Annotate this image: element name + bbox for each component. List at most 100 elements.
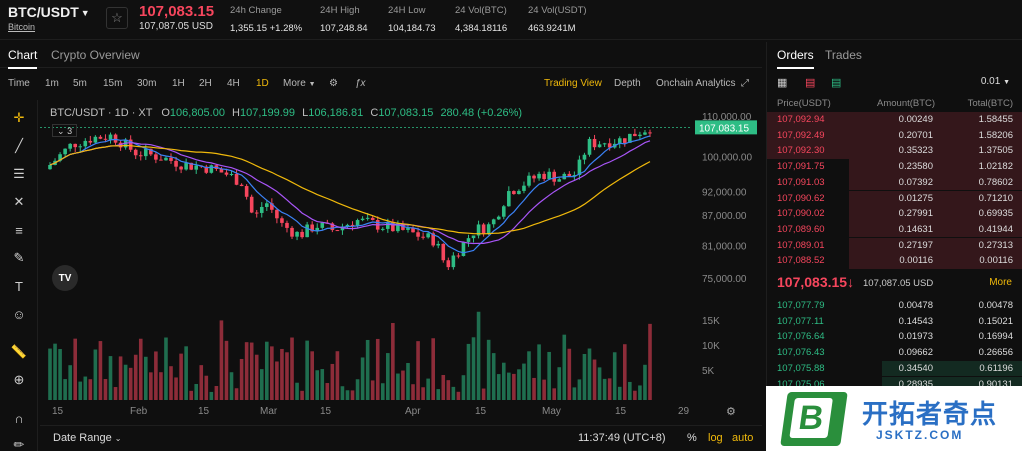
ask-row[interactable]: 107,089.60 0.14631 0.41944 — [767, 221, 1022, 238]
tab-trades[interactable]: Trades — [825, 48, 862, 62]
interval-5m[interactable]: 5m — [73, 78, 87, 89]
log-toggle[interactable]: log — [708, 432, 723, 444]
volume-bar — [416, 341, 420, 400]
candle-body — [194, 165, 199, 170]
legend-high: 107,199.99 — [239, 107, 296, 119]
ask-row[interactable]: 107,091.03 0.07392 0.78602 — [767, 174, 1022, 191]
tab-crypto-overview[interactable]: Crypto Overview — [51, 48, 140, 62]
volume-bar — [73, 338, 78, 400]
ask-row[interactable]: 107,092.49 0.20701 1.58206 — [767, 127, 1022, 144]
text-icon[interactable]: T — [15, 278, 23, 294]
fullscreen-icon[interactable]: ⤢ — [741, 78, 749, 89]
ask-row[interactable]: 107,090.02 0.27991 0.69935 — [767, 206, 1022, 222]
interval-4h[interactable]: 4H — [227, 78, 240, 89]
favorite-star-icon[interactable]: ☆ — [106, 7, 128, 29]
crosshair-icon[interactable]: ✛ — [13, 110, 25, 125]
arrow-down-icon: ↓ — [847, 274, 855, 290]
bid-row[interactable]: 107,076.43 0.09662 0.26656 — [767, 345, 1022, 361]
settings-gear-icon[interactable]: ⚙ — [329, 78, 338, 89]
volume-bar — [532, 377, 536, 400]
interval-15m[interactable]: 15m — [103, 78, 123, 89]
candle-body — [209, 165, 214, 173]
view-depth[interactable]: Depth — [614, 78, 641, 89]
candles — [48, 128, 652, 271]
tab-orders[interactable]: Orders — [777, 48, 814, 69]
volume-bar — [78, 381, 83, 400]
candlestick-chart[interactable]: 110,000.00 100,000.00 92,000.00 87,000.00 81… — [40, 100, 762, 420]
interval-time[interactable]: Time — [8, 78, 30, 89]
candle-body — [522, 185, 526, 191]
view-onchain-analytics[interactable]: Onchain Analytics — [656, 78, 736, 89]
bid-row[interactable]: 107,075.88 0.34540 0.61196 — [767, 360, 1022, 377]
row-price: 107,092.30 — [777, 145, 825, 157]
volume-bar — [375, 338, 380, 400]
ruler-icon[interactable]: 📏 — [10, 344, 28, 359]
volume-bar — [431, 338, 435, 400]
depth-bar — [767, 127, 1022, 144]
volume-bar — [622, 344, 627, 400]
emoji-icon[interactable]: ☺ — [12, 306, 26, 322]
volume-bar — [522, 363, 526, 400]
chart-bottom-bar: Date Range ⌄ 11:37:49 (UTC+8) % log auto — [40, 425, 762, 451]
volume-bar — [406, 363, 410, 400]
interval-30m[interactable]: 30m — [137, 78, 157, 89]
price-tick: 100,000.00 — [702, 152, 752, 163]
candle-body — [285, 222, 289, 228]
volume-bar — [280, 348, 284, 400]
layout-both-icon[interactable]: ▦ — [777, 77, 788, 89]
view-trading-view[interactable]: Trading View — [544, 78, 602, 89]
layout-bids-icon[interactable]: ▤ — [831, 77, 842, 89]
volume-bar — [330, 363, 335, 400]
date-range-button[interactable]: Date Range ⌄ — [53, 432, 122, 444]
bid-row[interactable]: 107,077.79 0.00478 0.00478 — [767, 298, 1022, 314]
pair-selector[interactable]: BTC/USDT ▼ — [8, 4, 90, 20]
pair-fullname-link[interactable]: Bitcoin — [8, 22, 36, 32]
candle-body — [179, 166, 183, 170]
interval-more[interactable]: More ▼ — [283, 78, 316, 89]
volume-bar — [456, 391, 461, 400]
tab-chart[interactable]: Chart — [8, 48, 38, 69]
auto-toggle[interactable]: auto — [732, 432, 754, 444]
ask-row[interactable]: 107,092.94 0.00249 1.58455 — [767, 112, 1022, 128]
row-price: 107,091.75 — [777, 161, 825, 173]
row-amount: 0.23580 — [898, 161, 933, 173]
ask-row[interactable]: 107,090.62 0.01275 0.71210 — [767, 190, 1022, 206]
bid-row[interactable]: 107,076.64 0.01973 0.16994 — [767, 329, 1022, 345]
volume-bar — [154, 351, 158, 400]
trendline-icon[interactable]: ╱ — [15, 138, 23, 153]
row-total: 0.90131 — [978, 378, 1013, 390]
volume-bar — [355, 379, 360, 400]
precision-select[interactable]: 0.01 ▼ — [980, 76, 1010, 87]
volume-bar — [68, 365, 72, 400]
layout-asks-icon[interactable]: ▤ — [805, 77, 816, 89]
price-tick: 81,000.00 — [702, 241, 747, 252]
bid-row[interactable]: 107,077.11 0.14543 0.15021 — [767, 314, 1022, 330]
pattern-icon[interactable]: ✕ — [13, 194, 25, 209]
ask-row[interactable]: 107,091.75 0.23580 1.02182 — [767, 159, 1022, 175]
ask-row[interactable]: 107,089.01 0.27197 0.27313 — [767, 237, 1022, 254]
interval-2h[interactable]: 2H — [199, 78, 212, 89]
volume-bar — [138, 338, 143, 400]
fib-icon[interactable]: ≡ — [15, 222, 23, 238]
magnet-icon[interactable]: ∩ — [14, 410, 24, 426]
depth-bar — [848, 221, 1022, 238]
volume-bar — [481, 388, 486, 400]
pencil-icon[interactable]: ✏ — [13, 437, 25, 451]
volume-bar — [204, 375, 209, 400]
candle-body — [103, 138, 108, 140]
ask-row[interactable]: 107,092.30 0.35323 1.37505 — [767, 143, 1022, 159]
more-link[interactable]: More — [989, 277, 1012, 288]
ask-row[interactable]: 107,088.52 0.00116 0.00116 — [767, 253, 1022, 269]
brush-icon[interactable]: ✎ — [13, 250, 25, 265]
zoom-in-icon[interactable]: ⊕ — [13, 372, 25, 387]
horizontal-lines-icon[interactable]: ☰ — [13, 166, 25, 181]
price-tick: 87,000.00 — [702, 211, 747, 222]
indicator-toggle[interactable]: ⌄ 3 — [52, 124, 78, 137]
percent-toggle[interactable]: % — [687, 432, 697, 444]
interval-1h[interactable]: 1H — [172, 78, 185, 89]
interval-1d[interactable]: 1D — [256, 78, 269, 89]
indicator-fx-icon[interactable]: ƒx — [355, 78, 366, 89]
depth-bar — [848, 253, 1022, 269]
candle-body — [143, 148, 148, 157]
interval-1m[interactable]: 1m — [45, 78, 59, 89]
